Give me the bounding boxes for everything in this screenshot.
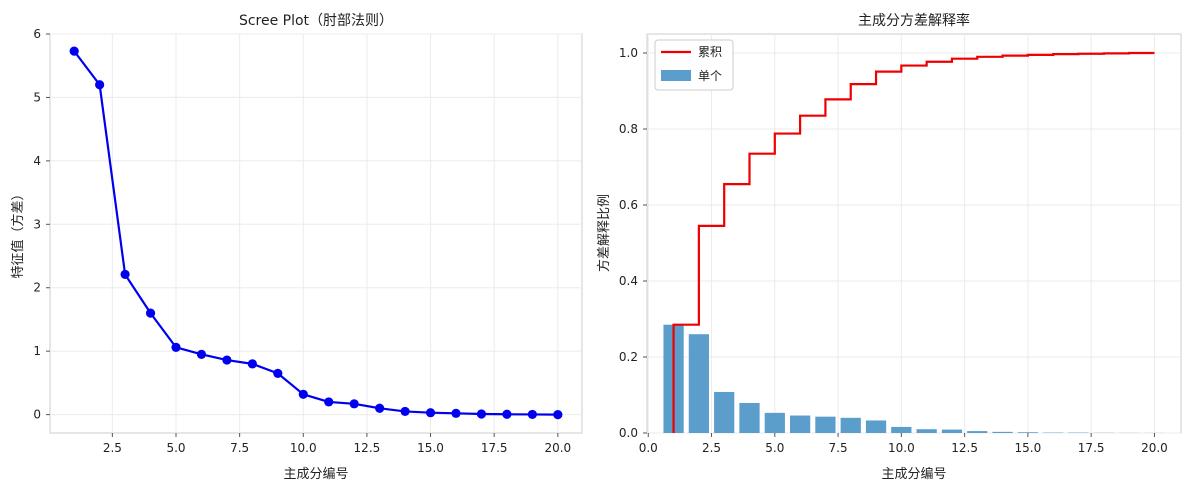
variance-ratio-x-axis-label: 主成分编号: [881, 467, 946, 482]
scree-point: [222, 355, 231, 364]
individual-bar: [739, 403, 759, 433]
scree-point: [375, 404, 384, 413]
variance-ratio-y-axis-label: 方差解释比例: [596, 194, 612, 272]
scree-plot-y-axis-label: 特征值（方差）: [10, 187, 26, 278]
individual-bar: [942, 430, 962, 433]
scree-plot-y-tick-label: 0: [33, 408, 41, 422]
variance-ratio-x-tick-label: 17.5: [1078, 441, 1105, 455]
scree-point: [120, 270, 129, 279]
scree-plot-y-ticks: 0 1 2 3 4 5 6: [33, 27, 50, 422]
variance-ratio-title: 主成分方差解释率: [858, 12, 970, 29]
scree-plot-x-tick-label: 10.0: [290, 441, 317, 455]
variance-ratio-legend: 累积 单个: [655, 40, 733, 90]
scree-point: [553, 410, 562, 419]
scree-plot-y-tick-label: 2: [33, 281, 41, 295]
variance-ratio-y-tick-label: 0.6: [619, 198, 638, 212]
scree-point: [324, 397, 333, 406]
scree-point: [70, 47, 79, 56]
variance-ratio-x-tick-label: 7.5: [829, 441, 848, 455]
scree-point: [528, 410, 537, 419]
scree-point: [248, 359, 257, 368]
individual-bar: [967, 431, 987, 433]
variance-ratio-x-tick-label: 15.0: [1015, 441, 1042, 455]
variance-ratio-y-tick-label: 0.2: [619, 350, 638, 364]
scree-point: [502, 410, 511, 419]
variance-ratio-x-tick-label: 12.5: [951, 441, 978, 455]
individual-bar: [841, 418, 861, 433]
individual-bar: [891, 427, 911, 433]
scree-point: [426, 408, 435, 417]
scree-plot-title: Scree Plot（肘部法则）: [239, 13, 393, 29]
individual-bar: [714, 392, 734, 433]
variance-ratio-x-tick-label: 20.0: [1141, 441, 1168, 455]
scree-plot-y-tick-label: 4: [33, 154, 41, 168]
variance-ratio-y-tick-label: 0.8: [619, 122, 638, 136]
scree-point: [171, 343, 180, 352]
scree-plot-x-tick-label: 15.0: [417, 441, 444, 455]
scree-point: [146, 309, 155, 318]
scree-point: [400, 407, 409, 416]
scree-plot-x-tick-label: 2.5: [103, 441, 122, 455]
variance-ratio-x-tick-label: 0.0: [639, 441, 658, 455]
scree-plot-y-tick-label: 1: [33, 344, 41, 358]
variance-ratio-y-tick-label: 0.4: [619, 274, 638, 288]
scree-plot-x-ticks: 2.5 5.0 7.5 10.0 12.5 15.0 17.5 20.0: [103, 433, 571, 455]
variance-ratio-x-ticks: 0.0 2.5 5.0 7.5 10.0 12.5 15.0 17.5 20.0: [639, 433, 1168, 455]
scree-point: [350, 399, 359, 408]
individual-bar: [992, 432, 1012, 433]
scree-point: [197, 350, 206, 359]
individual-bar: [917, 429, 937, 433]
scree-plot-y-tick-label: 3: [33, 217, 41, 231]
legend-individual-label: 单个: [698, 69, 722, 83]
legend-cumulative-label: 累积: [698, 45, 722, 59]
scree-plot-x-tick-label: 20.0: [544, 441, 571, 455]
scree-plot-x-tick-label: 12.5: [354, 441, 381, 455]
scree-point: [299, 390, 308, 399]
variance-ratio-y-ticks: 0.0 0.2 0.4 0.6 0.8 1.0: [619, 46, 647, 440]
scree-plot-x-axis-label: 主成分编号: [283, 467, 348, 482]
scree-point: [95, 80, 104, 89]
individual-bar: [689, 334, 709, 433]
individual-bar: [815, 417, 835, 433]
individual-bar: [1018, 432, 1038, 433]
scree-point: [477, 409, 486, 418]
legend-individual-swatch: [661, 70, 691, 81]
variance-ratio-y-tick-label: 0.0: [619, 426, 638, 440]
scree-plot-y-tick-label: 5: [33, 90, 41, 104]
scree-point: [273, 369, 282, 378]
scree-plot-panel: 2.5 5.0 7.5 10.0 12.5 15.0 17.5 20.0 0 1 2 3 4 5 6 Sc…: [10, 13, 582, 482]
variance-ratio-x-tick-label: 5.0: [765, 441, 784, 455]
individual-bar: [765, 413, 785, 433]
variance-ratio-x-tick-label: 10.0: [888, 441, 915, 455]
scree-plot-y-tick-label: 6: [33, 27, 41, 41]
scree-plot-x-tick-label: 5.0: [166, 441, 185, 455]
scree-plot-frame: [50, 34, 582, 433]
variance-ratio-frame: [647, 34, 1181, 433]
individual-bar: [790, 416, 810, 433]
scree-plot-x-tick-label: 7.5: [230, 441, 249, 455]
scree-point: [451, 409, 460, 418]
variance-ratio-x-tick-label: 2.5: [702, 441, 721, 455]
individual-bar: [866, 420, 886, 433]
variance-ratio-y-tick-label: 1.0: [619, 46, 638, 60]
scree-plot-x-tick-label: 17.5: [481, 441, 508, 455]
